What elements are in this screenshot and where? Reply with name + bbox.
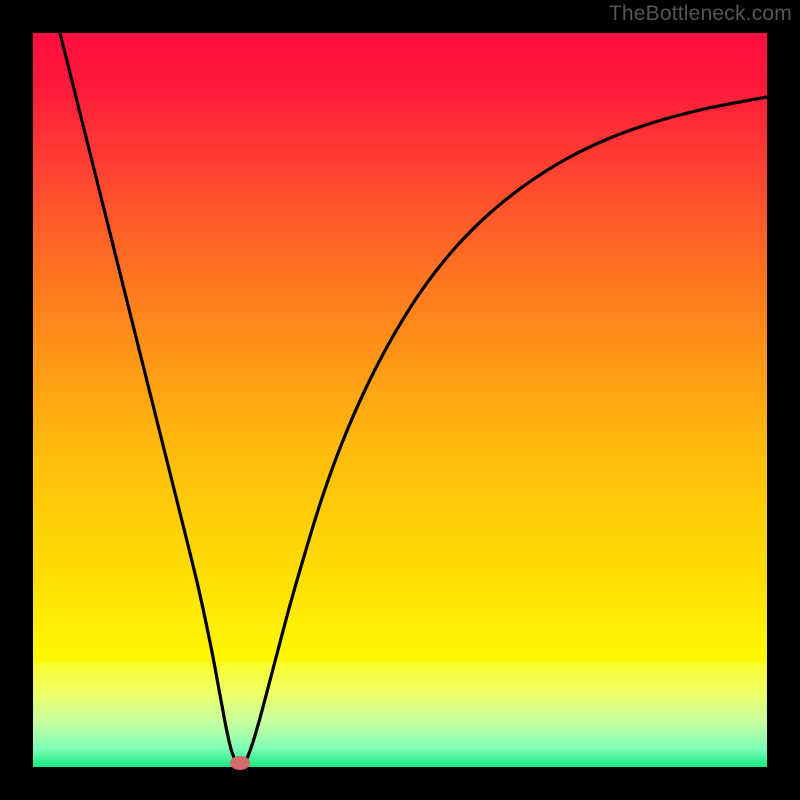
watermark-text: TheBottleneck.com <box>609 2 792 26</box>
plot-svg <box>0 0 800 800</box>
chart-canvas: TheBottleneck.com <box>0 0 800 800</box>
plot-background <box>33 33 767 767</box>
minimum-marker <box>230 756 250 770</box>
